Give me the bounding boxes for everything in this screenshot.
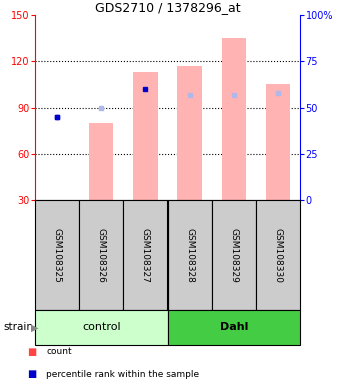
Text: strain: strain [3, 323, 33, 333]
Bar [212, 200, 256, 310]
Text: GSM108325: GSM108325 [53, 228, 62, 283]
Bar [89, 123, 114, 200]
Text: percentile rank within the sample: percentile rank within the sample [46, 370, 199, 379]
Text: ■: ■ [27, 369, 36, 379]
Text: GSM108326: GSM108326 [97, 228, 106, 283]
Bar [256, 200, 300, 310]
Text: control: control [82, 323, 121, 333]
Title: GDS2710 / 1378296_at: GDS2710 / 1378296_at [95, 1, 240, 14]
Bar [79, 200, 123, 310]
Bar [35, 200, 79, 310]
Text: count: count [46, 348, 72, 356]
Bar [222, 38, 246, 200]
Text: GSM108328: GSM108328 [185, 228, 194, 283]
Bar [133, 72, 158, 200]
Text: GSM108329: GSM108329 [229, 228, 238, 283]
Bar [167, 200, 212, 310]
Bar [177, 66, 202, 200]
Text: GSM108330: GSM108330 [273, 227, 282, 283]
Bar [45, 200, 69, 203]
Bar [266, 84, 290, 200]
Bar [167, 310, 300, 345]
Text: ▶: ▶ [31, 323, 39, 333]
Bar [35, 310, 167, 345]
Text: GSM108327: GSM108327 [141, 228, 150, 283]
Text: Dahl: Dahl [220, 323, 248, 333]
Text: ■: ■ [27, 347, 36, 357]
Bar [123, 200, 167, 310]
